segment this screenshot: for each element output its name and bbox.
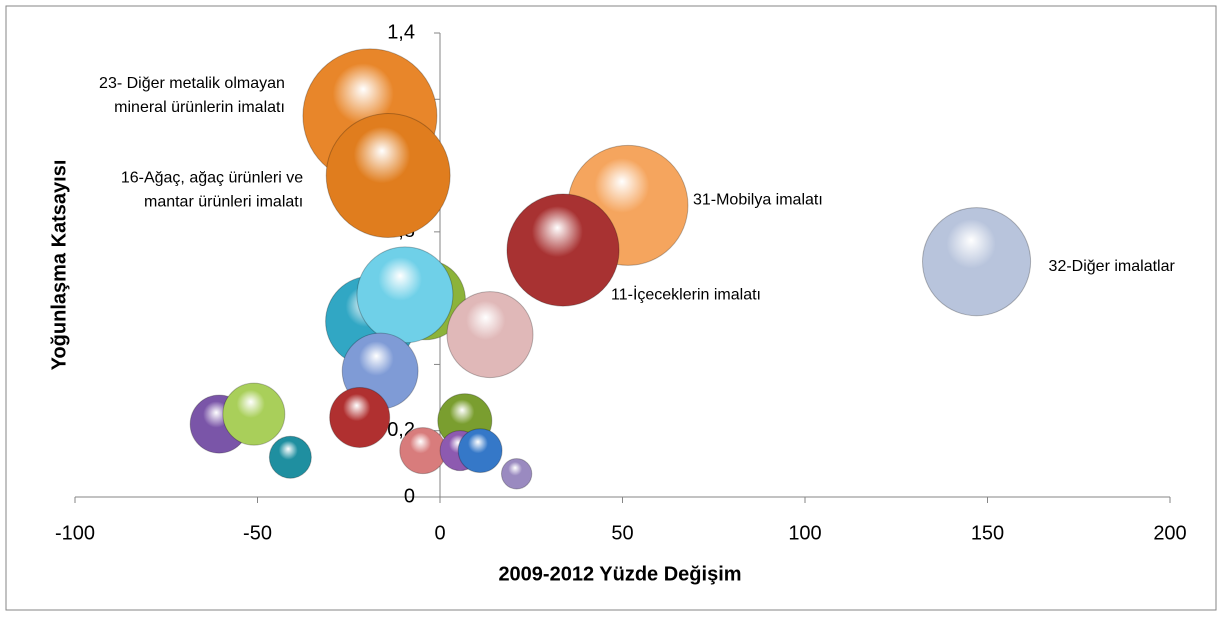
bubble: [356, 246, 454, 344]
bubble-label: 32-Diğer imalatlar: [1049, 258, 1176, 275]
bubble: [500, 458, 533, 490]
x-tick-label: -100: [55, 522, 95, 544]
x-tick-label: 100: [788, 522, 821, 544]
x-axis-title: 2009-2012 Yüzde Değişim: [498, 563, 741, 585]
bubble: [457, 428, 503, 474]
bubble: [399, 427, 447, 475]
bubble-label: 16-Ağaç, ağaç ürünleri ve: [121, 170, 303, 187]
bubble-label: 11-İçeceklerin imalatı: [611, 284, 761, 303]
x-tick-label: 200: [1153, 522, 1186, 544]
x-tick-label: -50: [243, 522, 272, 544]
y-tick-label: 1,4: [387, 21, 415, 43]
x-tick-label: 50: [611, 522, 633, 544]
bubble: [325, 113, 451, 238]
bubble: [506, 193, 620, 307]
bubble-label: 23- Diğer metalik olmayan: [99, 75, 285, 92]
y-axis-title: Yoğunlaşma Katsayısı: [48, 160, 70, 371]
bubble: [222, 382, 286, 446]
bubble: [268, 435, 312, 479]
bubble: [329, 386, 391, 448]
bubble: [446, 291, 534, 379]
bubble-label: mantar ürünleri imalatı: [144, 194, 303, 211]
x-tick-label: 0: [434, 522, 445, 544]
bubble-label: mineral ürünlerin imalatı: [114, 99, 285, 116]
bubble: [922, 207, 1032, 317]
chart-frame: [5, 5, 1217, 611]
bubble-label: 31-Mobilya imalatı: [693, 192, 823, 209]
y-tick-label: 0: [404, 485, 415, 507]
x-tick-label: 150: [971, 522, 1004, 544]
